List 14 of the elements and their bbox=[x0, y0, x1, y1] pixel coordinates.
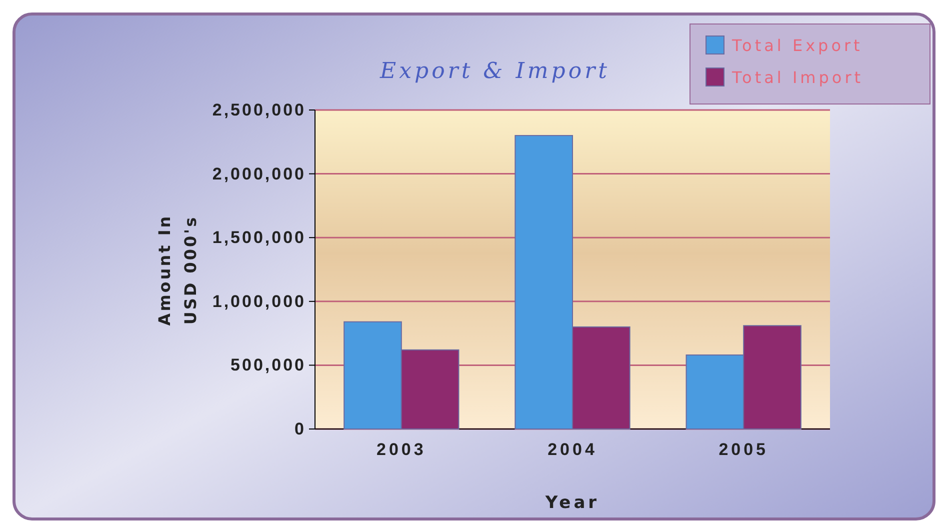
y-tick-label: 1,000,000 bbox=[212, 292, 306, 311]
x-tick-label: 2004 bbox=[548, 440, 598, 460]
chart-title: Export & Import bbox=[379, 59, 610, 84]
y-tick-label: 2,000,000 bbox=[212, 164, 306, 184]
x-axis-title: Year bbox=[544, 493, 600, 513]
y-tick-label: 0 bbox=[294, 419, 306, 438]
legend-label: Total Export bbox=[731, 36, 863, 55]
y-tick-label: 500,000 bbox=[230, 356, 306, 375]
y-axis-title: Amount In USD 000's bbox=[155, 214, 200, 326]
y-tick-label: 2,500,000 bbox=[212, 100, 306, 120]
legend-label: Total Import bbox=[731, 68, 864, 87]
x-tick-label: 2003 bbox=[376, 440, 426, 460]
y-tick-label: 1,500,000 bbox=[212, 228, 306, 248]
x-tick-label: 2005 bbox=[718, 440, 769, 460]
